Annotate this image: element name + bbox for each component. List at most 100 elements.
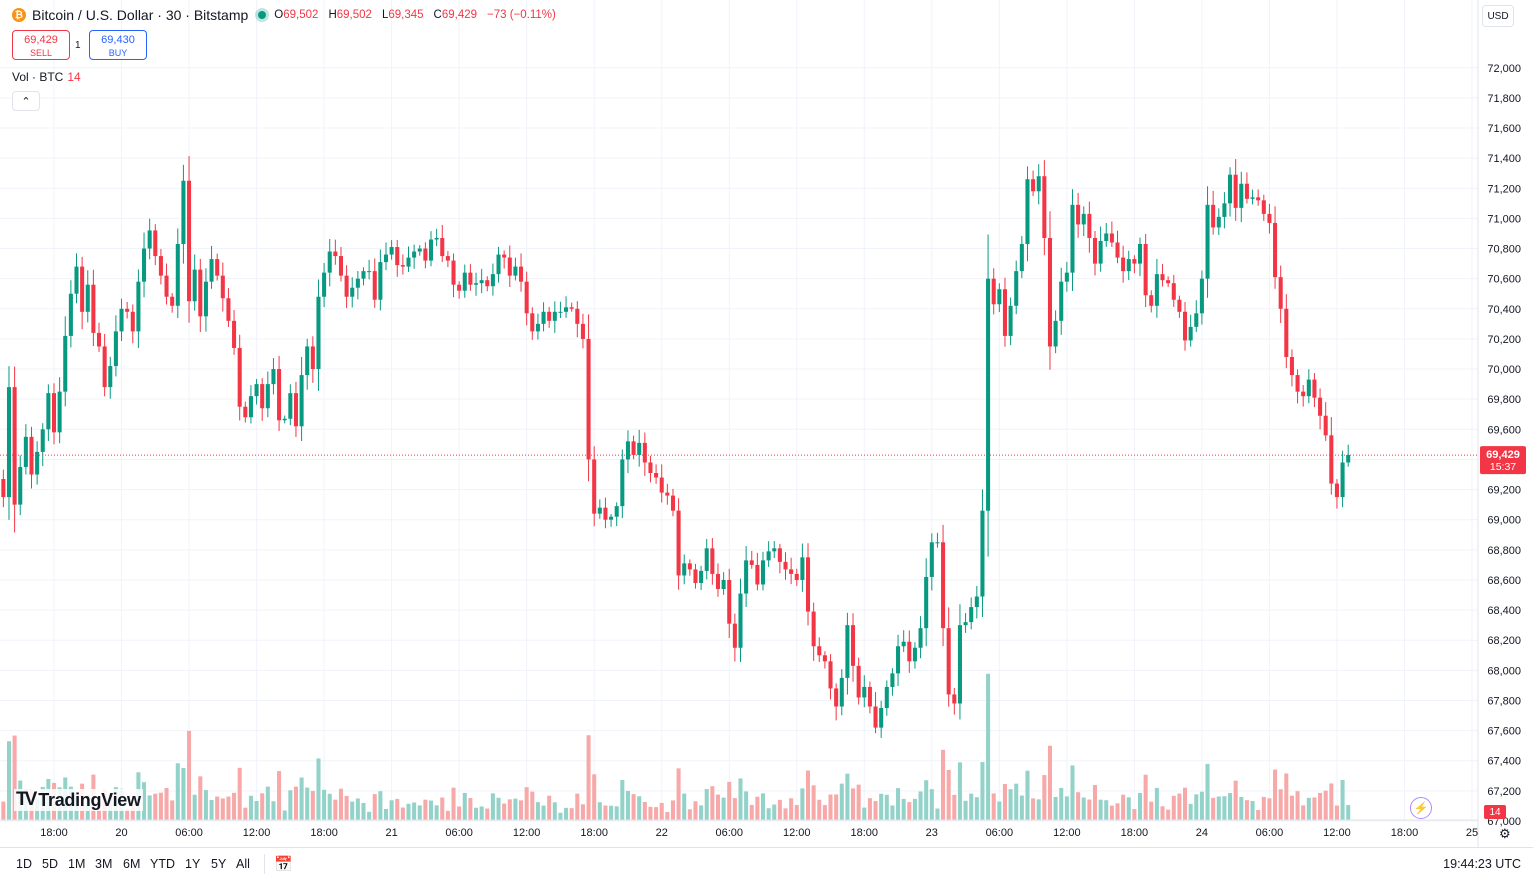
timeframe-5d[interactable]: 5D — [42, 857, 58, 871]
volume-legend[interactable]: Vol · BTC 14 — [12, 70, 81, 84]
volume-bar — [597, 802, 602, 820]
gear-icon[interactable]: ⚙ — [1499, 826, 1511, 841]
candle-body — [1031, 179, 1036, 192]
candle-body — [383, 254, 389, 263]
candle-body — [417, 248, 422, 252]
candle-body — [96, 332, 102, 347]
candle-body — [305, 346, 310, 376]
candle-body — [957, 625, 962, 704]
timeframe-ytd[interactable]: YTD — [150, 857, 175, 871]
candle-body — [597, 507, 602, 514]
volume-bar — [383, 809, 389, 820]
price-chart[interactable]: 67,000 67,200 67,400 67,600 67,800 68,000 68,2… — [0, 0, 1533, 847]
candle-body — [192, 269, 197, 302]
timeframe-1d[interactable]: 1D — [16, 857, 32, 871]
candle-body — [507, 257, 512, 276]
candle-body — [23, 436, 28, 467]
volume-bar — [1306, 797, 1311, 820]
lightning-icon[interactable]: ⚡ — [1410, 797, 1432, 819]
volume-bar — [412, 802, 417, 820]
volume-bar — [153, 793, 158, 820]
volume-bar — [1025, 770, 1030, 820]
volume-bar — [1199, 791, 1204, 820]
volume-bar — [592, 774, 597, 820]
candle-body — [12, 387, 17, 505]
volume-bar — [867, 798, 872, 820]
volume-bar — [1323, 790, 1328, 820]
last-price-tag — [1480, 446, 1526, 475]
price-tick-label: 68,800 — [1487, 545, 1521, 557]
time-tick-label: 18:00 — [851, 827, 879, 839]
volume-bar — [980, 762, 985, 820]
candle-body — [479, 280, 484, 284]
candle-body — [80, 266, 85, 312]
tradingview-logo[interactable]: TV TradingView — [14, 789, 143, 811]
candle-body — [412, 251, 417, 258]
candle-body — [1104, 233, 1109, 241]
candle-body — [997, 289, 1002, 305]
candle-body — [659, 477, 664, 493]
currency-selector[interactable]: USD — [1482, 5, 1514, 27]
volume-bar — [800, 788, 805, 820]
buy-button[interactable]: 69,430 BUY — [89, 30, 147, 60]
candle-body — [1092, 237, 1098, 264]
timeframe-6m[interactable]: 6M — [123, 857, 141, 871]
timeframe-1m[interactable]: 1M — [68, 857, 86, 871]
volume-bar — [856, 784, 861, 820]
ohlc-low: L69,345 — [381, 9, 424, 21]
volume-bar — [687, 809, 692, 820]
candle-body — [552, 311, 557, 321]
candle-body — [361, 271, 366, 279]
volume-bar — [535, 802, 540, 820]
candle-body — [338, 256, 344, 276]
volume-bar — [519, 800, 524, 820]
volume-bar — [552, 802, 557, 820]
candle-body — [991, 278, 996, 305]
collapse-legend-button[interactable]: ⌃ — [12, 91, 40, 111]
volume-bar — [1244, 800, 1249, 820]
candle-body — [1053, 320, 1058, 347]
timeframe-5y[interactable]: 5Y — [211, 857, 227, 871]
volume-bar — [783, 808, 788, 820]
volume-bar — [957, 762, 962, 820]
candle-body — [760, 560, 766, 585]
timeframe-all[interactable]: All — [236, 857, 250, 871]
volume-bar — [564, 807, 569, 820]
timeframe-1y[interactable]: 1Y — [185, 857, 201, 871]
candle-body — [1087, 213, 1092, 238]
candle-body — [1076, 204, 1081, 225]
candle-body — [777, 548, 782, 562]
candle-body — [490, 274, 495, 287]
volume-bar — [580, 804, 585, 820]
volume-bar — [1092, 785, 1098, 820]
candle-body — [74, 266, 79, 294]
volume-bar — [918, 791, 923, 820]
volume-bar — [760, 793, 766, 820]
candle-body — [1256, 197, 1261, 201]
candle-body — [445, 256, 450, 261]
utc-clock[interactable]: 19:44:23 UTC — [1443, 857, 1521, 871]
volume-bar — [586, 735, 591, 820]
price-tick-label: 71,400 — [1487, 153, 1521, 165]
candle-body — [1008, 305, 1013, 336]
calendar-icon[interactable]: 📅 — [274, 856, 293, 873]
volume-bar — [1205, 763, 1210, 820]
volume-bar — [490, 793, 495, 820]
timeframe-3m[interactable]: 3M — [95, 857, 113, 871]
volume-bar — [175, 763, 180, 820]
candle-body — [175, 244, 180, 306]
volume-bar — [473, 807, 479, 820]
candle-body — [327, 251, 332, 273]
symbol-title[interactable]: Bitcoin / U.S. Dollar · 30 · Bitstamp — [32, 7, 249, 23]
time-tick-label: 25 — [1466, 827, 1478, 839]
sell-button[interactable]: 69,429 SELL — [12, 30, 70, 60]
volume-bar — [1166, 809, 1171, 820]
volume-bar — [1070, 765, 1075, 820]
candle-body — [952, 694, 957, 704]
volume-bar — [338, 788, 344, 820]
volume-bar — [507, 799, 512, 820]
volume-bar — [164, 788, 169, 820]
candle-body — [648, 462, 653, 473]
volume-bar — [1278, 789, 1283, 820]
